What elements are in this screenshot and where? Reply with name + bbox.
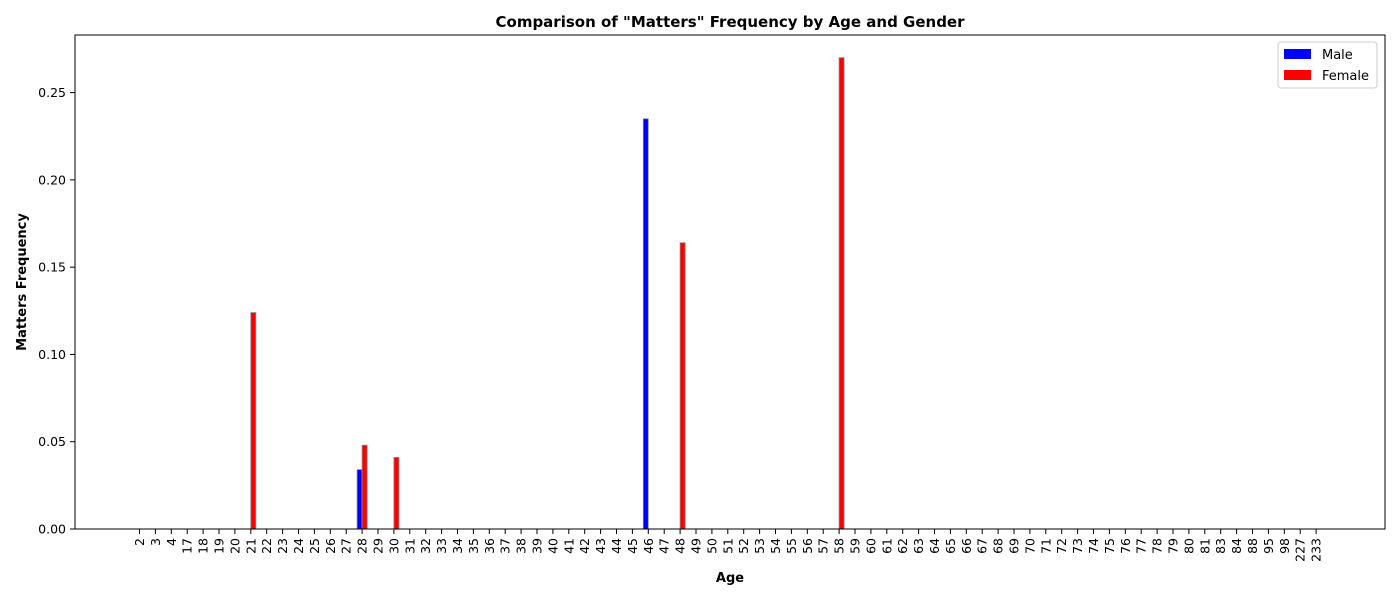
x-tick-label: 76 xyxy=(1118,538,1133,554)
x-tick-label: 61 xyxy=(879,538,894,554)
x-tick-label: 73 xyxy=(1070,538,1085,554)
chart-title: Comparison of "Matters" Frequency by Age… xyxy=(496,13,966,31)
x-tick-label: 70 xyxy=(1022,538,1037,554)
x-tick-label: 29 xyxy=(371,538,386,554)
x-tick-label: 62 xyxy=(895,538,910,554)
y-axis-label: Matters Frequency xyxy=(15,213,30,351)
y-tick-label: 0.10 xyxy=(38,347,66,362)
legend-swatch-female xyxy=(1284,70,1311,80)
x-tick-label: 34 xyxy=(450,538,465,554)
x-tick-label: 2 xyxy=(132,538,147,546)
bar-female-age-28 xyxy=(361,444,368,530)
x-tick-label: 17 xyxy=(180,538,195,554)
x-tick-label: 83 xyxy=(1213,538,1228,554)
x-tick-label: 49 xyxy=(689,538,704,554)
x-tick-label: 25 xyxy=(307,538,322,554)
x-tick-label: 84 xyxy=(1229,538,1244,554)
x-tick-label: 48 xyxy=(673,538,688,554)
x-tick-label: 72 xyxy=(1054,538,1069,554)
bar-female-age-48 xyxy=(679,242,686,530)
x-tick-label: 68 xyxy=(991,538,1006,554)
x-tick-label: 69 xyxy=(1007,538,1022,554)
y-tick-label: 0.05 xyxy=(38,434,66,449)
x-tick-label: 51 xyxy=(720,538,735,554)
x-tick-label: 78 xyxy=(1150,538,1165,554)
y-tick-label: 0.15 xyxy=(38,260,66,275)
x-tick-label: 57 xyxy=(816,538,831,554)
x-tick-label: 39 xyxy=(530,538,545,554)
x-tick-label: 88 xyxy=(1245,538,1260,554)
x-tick-label: 3 xyxy=(148,538,163,546)
y-tick-label: 0.20 xyxy=(38,172,66,187)
legend-swatch-male xyxy=(1284,49,1311,59)
x-tick-label: 64 xyxy=(927,538,942,554)
x-tick-label: 50 xyxy=(704,538,719,554)
x-tick-label: 27 xyxy=(339,538,354,554)
bar-female-age-30 xyxy=(393,457,400,530)
legend-label-male: Male xyxy=(1322,48,1353,63)
x-tick-label: 44 xyxy=(609,538,624,554)
x-tick-label: 43 xyxy=(593,538,608,554)
legend-label-female: Female xyxy=(1322,69,1369,84)
x-tick-label: 60 xyxy=(863,538,878,554)
x-tick-label: 227 xyxy=(1293,538,1308,562)
x-tick-label: 19 xyxy=(212,538,227,554)
x-tick-label: 55 xyxy=(784,538,799,554)
x-tick-label: 52 xyxy=(736,538,751,554)
x-tick-label: 24 xyxy=(291,538,306,554)
x-tick-label: 53 xyxy=(752,538,767,554)
x-tick-label: 37 xyxy=(498,538,513,554)
x-tick-label: 63 xyxy=(911,538,926,554)
y-tick-label: 0.00 xyxy=(38,522,66,537)
x-tick-label: 26 xyxy=(323,538,338,554)
x-tick-label: 46 xyxy=(641,538,656,554)
plot-area: 0.000.050.100.150.200.252 3 4 17 18 19 20 21 22 2… xyxy=(38,34,1386,562)
x-tick-label: 35 xyxy=(466,538,481,554)
x-axis-label: Age xyxy=(716,571,744,586)
x-tick-label: 56 xyxy=(800,538,815,554)
x-tick-label: 233 xyxy=(1309,538,1324,562)
x-tick-label: 45 xyxy=(625,538,640,554)
x-tick-label: 79 xyxy=(1166,538,1181,554)
bar-male-age-46 xyxy=(642,118,649,530)
x-tick-label: 32 xyxy=(418,538,433,554)
x-tick-label: 59 xyxy=(848,538,863,554)
x-tick-label: 77 xyxy=(1134,538,1149,554)
x-tick-label: 95 xyxy=(1261,538,1276,554)
x-tick-label: 31 xyxy=(402,538,417,554)
bar-male-age-28 xyxy=(356,469,363,530)
x-tick-label: 81 xyxy=(1197,538,1212,554)
x-tick-label: 23 xyxy=(275,538,290,554)
x-tick-label: 40 xyxy=(545,538,560,554)
bar-female-age-21 xyxy=(250,312,257,530)
x-tick-label: 33 xyxy=(434,538,449,554)
x-tick-label: 41 xyxy=(561,538,576,554)
x-tick-label: 58 xyxy=(832,538,847,554)
x-tick-label: 54 xyxy=(768,538,783,554)
x-tick-label: 67 xyxy=(975,538,990,554)
x-tick-label: 98 xyxy=(1277,538,1292,554)
x-tick-label: 66 xyxy=(959,538,974,554)
x-tick-label: 38 xyxy=(514,538,529,554)
bar-female-age-58 xyxy=(838,57,845,530)
x-tick-label: 20 xyxy=(227,538,242,554)
y-tick-label: 0.25 xyxy=(38,85,66,100)
x-tick-label: 71 xyxy=(1038,538,1053,554)
x-tick-label: 47 xyxy=(657,538,672,554)
x-tick-label: 4 xyxy=(164,538,179,546)
x-tick-label: 75 xyxy=(1102,538,1117,554)
x-tick-label: 36 xyxy=(482,538,497,554)
x-tick-label: 30 xyxy=(386,538,401,554)
x-tick-label: 42 xyxy=(577,538,592,554)
x-tick-label: 74 xyxy=(1086,538,1101,554)
plot-frame xyxy=(74,34,1386,530)
x-tick-label: 18 xyxy=(196,538,211,554)
x-tick-label: 65 xyxy=(943,538,958,554)
x-tick-label: 28 xyxy=(355,538,370,554)
x-tick-label: 80 xyxy=(1181,538,1196,554)
x-tick-label: 21 xyxy=(243,538,258,554)
legend: Male Female xyxy=(1277,41,1378,89)
x-tick-label: 22 xyxy=(259,538,274,554)
